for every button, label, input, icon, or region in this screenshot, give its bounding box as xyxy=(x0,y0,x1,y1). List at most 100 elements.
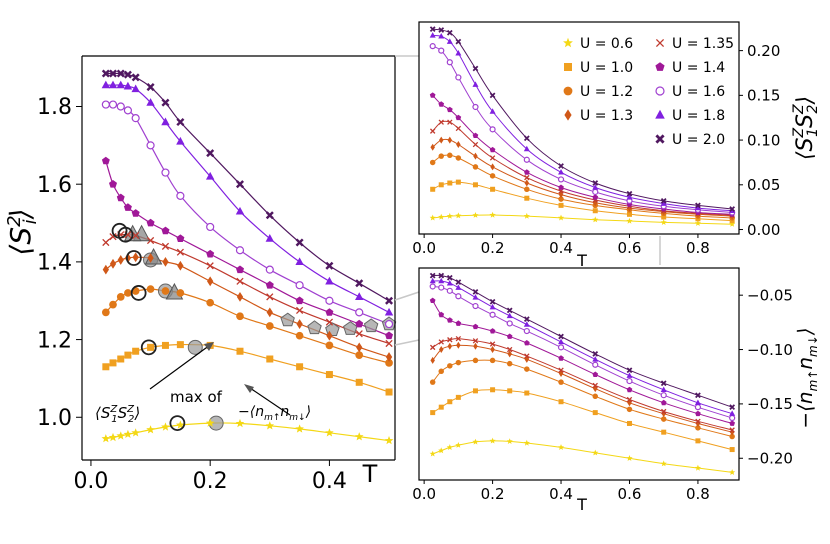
data-point-1.4-6 xyxy=(506,333,513,339)
data-point-1.3-0 xyxy=(102,264,109,275)
data-point-1.35-5 xyxy=(146,236,155,245)
data-point-1.35-0 xyxy=(429,128,436,134)
data-point-1.6-11 xyxy=(660,392,667,399)
data-point-1.6-13 xyxy=(729,414,736,422)
data-point-1.3-8 xyxy=(207,276,214,287)
data-point-1.6-8 xyxy=(592,188,599,196)
data-point-1.6-12 xyxy=(694,404,702,411)
open-circle-marker xyxy=(130,285,147,301)
data-point-1.0-2 xyxy=(447,399,453,405)
data-point-0.6-9 xyxy=(235,418,245,428)
data-point-1.2-1 xyxy=(438,153,444,159)
inset2-axes: 0.0 0.2 0.4 0.6 0.8 −0.05 −0.10 −0.15 −0.20 xyxy=(412,267,793,503)
data-point-1.6-6 xyxy=(523,156,530,163)
data-point-2.0-9 xyxy=(592,351,599,357)
data-point-1.0-0 xyxy=(430,410,436,416)
data-point-1.4-3 xyxy=(455,114,462,121)
data-point-1.35-7 xyxy=(176,248,184,256)
x-tick-label: 0.0 xyxy=(73,469,108,494)
data-point-1.3-13 xyxy=(356,342,363,353)
data-point-2.0-4 xyxy=(472,289,479,295)
data-point-2.0-0 xyxy=(429,26,436,33)
data-point-1.3-4 xyxy=(132,252,139,263)
data-point-1.8-9 xyxy=(626,194,633,200)
data-point-1.0-4 xyxy=(472,182,478,188)
grey-pentagon-marker xyxy=(307,320,322,335)
data-point-1.3-1 xyxy=(438,136,444,144)
data-point-1.35-1 xyxy=(438,339,444,345)
data-point-0.6-7 xyxy=(523,439,530,446)
data-point-1.3-4 xyxy=(473,342,478,350)
data-point-0.6-7 xyxy=(557,214,565,221)
data-point-1.8-10 xyxy=(660,200,667,206)
data-point-1.6-10 xyxy=(626,377,633,385)
data-point-1.8-8 xyxy=(592,184,599,190)
data-point-1.35-14 xyxy=(385,339,393,348)
data-point-1.35-10 xyxy=(626,396,633,403)
data-point-2.0-3 xyxy=(123,70,132,79)
main-y-axis-label: ⟨S2i⟩ xyxy=(4,208,41,255)
x-tick-label: 0.4 xyxy=(312,469,347,494)
data-point-1.2-12 xyxy=(695,425,701,431)
data-point-1.4-11 xyxy=(660,399,667,406)
data-point-1.0-5 xyxy=(490,186,496,192)
data-point-1.8-9 xyxy=(592,356,599,362)
data-point-2.0-12 xyxy=(325,261,334,270)
x-tick-label: 0.8 xyxy=(686,485,710,503)
data-point-1.35-13 xyxy=(729,427,735,433)
main-highlight-markers xyxy=(123,224,397,431)
data-point-1.3-3 xyxy=(456,341,461,349)
data-point-1.8-5 xyxy=(489,303,496,310)
x-tick-label: 0.4 xyxy=(549,485,573,503)
data-point-1.35-3 xyxy=(455,125,462,132)
data-point-1.4-13 xyxy=(729,420,735,426)
open-circle-marker xyxy=(111,222,128,239)
data-point-1.3-6 xyxy=(162,256,169,267)
data-point-0.6-12 xyxy=(325,428,334,437)
data-point-1.0-0 xyxy=(102,363,110,371)
data-point-1.0-10 xyxy=(661,214,667,220)
data-point-1.6-9 xyxy=(592,361,599,368)
data-point-1.35-13 xyxy=(355,330,363,338)
data-point-1.0-11 xyxy=(661,429,667,435)
grey-pentagon-marker xyxy=(280,312,295,327)
data-point-2.0-8 xyxy=(206,149,215,158)
data-point-1.4-5 xyxy=(146,218,155,227)
annotation-double-occupancy: −⟨nm↑nm↓⟩ xyxy=(238,404,311,423)
data-point-1.6-4 xyxy=(472,302,479,310)
y-tick-label: −0.15 xyxy=(747,395,793,413)
x-tick-label: 0.4 xyxy=(549,239,573,257)
data-point-1.8-6 xyxy=(506,312,513,319)
data-point-2.0-2 xyxy=(446,29,453,36)
annotation-s1s2: ⟨SZ 1SZ 2⟩ xyxy=(95,404,140,425)
data-point-1.0-9 xyxy=(592,410,598,416)
data-point-2.0-7 xyxy=(558,163,564,169)
data-point-1.2-3 xyxy=(124,289,132,297)
data-point-1.6-9 xyxy=(235,246,245,255)
data-point-1.6-14 xyxy=(384,319,394,329)
data-point-1.8-1 xyxy=(108,80,118,89)
data-point-1.4-4 xyxy=(131,209,140,217)
data-point-0.6-1 xyxy=(438,213,445,220)
data-point-0.6-12 xyxy=(694,464,701,471)
data-point-1.4-2 xyxy=(116,193,125,202)
data-point-1.0-3 xyxy=(455,394,461,400)
y-tick-label: 0.20 xyxy=(747,42,780,60)
data-point-2.0-12 xyxy=(695,392,701,399)
legend-marker-1.8 xyxy=(655,109,665,119)
data-point-1.2-5 xyxy=(146,285,155,293)
data-point-1.35-6 xyxy=(506,346,513,353)
data-point-1.0-13 xyxy=(355,378,363,386)
legend-marker-1.2 xyxy=(563,86,573,96)
data-point-1.8-5 xyxy=(489,108,496,114)
legend-label: U = 0.6 xyxy=(580,36,633,52)
data-point-0.6-0 xyxy=(429,450,436,457)
data-point-2.0-4 xyxy=(472,65,479,72)
data-point-0.6-10 xyxy=(660,219,667,225)
data-point-1.2-9 xyxy=(236,312,244,321)
data-point-2.0-7 xyxy=(523,316,530,322)
data-point-2.0-1 xyxy=(438,272,445,279)
data-point-1.35-2 xyxy=(447,119,453,125)
grey-pentagon-marker xyxy=(343,321,358,335)
